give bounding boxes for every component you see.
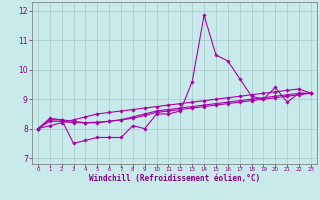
X-axis label: Windchill (Refroidissement éolien,°C): Windchill (Refroidissement éolien,°C) xyxy=(89,174,260,183)
